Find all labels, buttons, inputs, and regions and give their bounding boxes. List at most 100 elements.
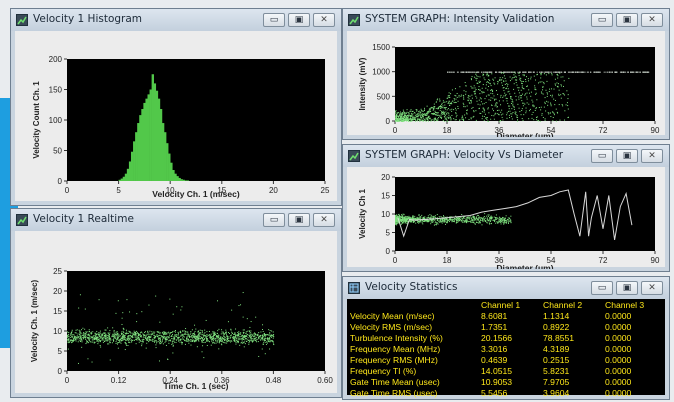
realtime-window[interactable]: Velocity 1 Realtime ▭ ▣ ✕ 0 0.12 0.24 0.36 0…: [10, 208, 342, 398]
data-point: [409, 115, 411, 117]
data-point: [476, 216, 478, 218]
column-header: [347, 299, 479, 310]
histogram-bar: [118, 179, 121, 181]
data-point: [458, 94, 460, 96]
close-button[interactable]: ✕: [641, 13, 663, 27]
minimize-button[interactable]: ▭: [591, 281, 613, 295]
data-point: [200, 340, 202, 342]
data-point: [118, 334, 120, 336]
data-point: [266, 334, 268, 336]
data-point: [451, 71, 453, 73]
maximize-button[interactable]: ▣: [288, 13, 310, 27]
data-point: [465, 221, 467, 223]
histogram-window-titlebar[interactable]: Velocity 1 Histogram ▭ ▣ ✕: [11, 9, 341, 31]
data-point: [407, 119, 409, 121]
data-point: [204, 332, 206, 334]
data-point: [86, 332, 88, 334]
statistics-window[interactable]: Velocity Statistics ▭ ▣ ✕ Channel 1 Chan…: [342, 276, 670, 400]
data-point: [483, 103, 485, 105]
maximize-button[interactable]: ▣: [616, 149, 638, 163]
data-point: [430, 214, 432, 216]
data-point: [405, 115, 407, 117]
realtime-window-titlebar[interactable]: Velocity 1 Realtime ▭ ▣ ✕: [11, 209, 341, 231]
minimize-button[interactable]: ▭: [591, 149, 613, 163]
statistics-window-titlebar[interactable]: Velocity Statistics ▭ ▣ ✕: [343, 277, 669, 299]
data-point: [141, 345, 143, 347]
row-label: Frequency TI (%): [350, 365, 417, 376]
data-point: [463, 71, 465, 73]
data-point: [258, 355, 260, 357]
data-point: [472, 221, 474, 223]
close-button[interactable]: ✕: [313, 13, 335, 27]
data-point: [560, 85, 562, 87]
data-point: [488, 99, 490, 101]
data-point: [456, 219, 458, 221]
velocity-diameter-window[interactable]: SYSTEM GRAPH: Velocity Vs Diameter ▭ ▣ ✕…: [342, 144, 670, 272]
data-point: [438, 106, 440, 108]
maximize-button[interactable]: ▣: [616, 13, 638, 27]
data-point: [451, 89, 453, 91]
data-point: [88, 342, 90, 344]
close-button[interactable]: ✕: [641, 281, 663, 295]
data-point: [97, 339, 99, 341]
data-point: [532, 111, 534, 113]
minimize-button[interactable]: ▭: [263, 213, 285, 227]
minimize-button[interactable]: ▭: [591, 13, 613, 27]
data-point: [558, 95, 560, 97]
data-point: [430, 219, 432, 221]
data-point: [236, 334, 238, 336]
data-point: [508, 220, 510, 222]
data-point: [426, 105, 428, 107]
data-point: [129, 337, 131, 339]
minimize-button[interactable]: ▭: [263, 13, 285, 27]
intensity-window[interactable]: SYSTEM GRAPH: Intensity Validation ▭ ▣ ✕…: [342, 8, 670, 140]
data-point: [199, 333, 201, 335]
data-point: [483, 73, 485, 75]
data-point: [538, 120, 540, 122]
histogram-bar: [153, 83, 157, 181]
intensity-window-titlebar[interactable]: SYSTEM GRAPH: Intensity Validation ▭ ▣ ✕: [343, 9, 669, 31]
data-point: [473, 110, 475, 112]
data-point: [89, 337, 91, 339]
data-point: [130, 332, 132, 334]
data-point: [457, 221, 459, 223]
data-point: [193, 332, 195, 334]
data-point: [113, 332, 115, 334]
data-point: [518, 75, 520, 77]
data-point: [486, 71, 488, 73]
maximize-button[interactable]: ▣: [288, 213, 310, 227]
data-point: [502, 219, 504, 221]
data-point: [190, 332, 192, 334]
data-point: [249, 336, 251, 338]
data-point: [481, 218, 483, 220]
data-point: [508, 217, 510, 219]
data-point: [581, 71, 583, 73]
data-point: [80, 340, 82, 342]
data-point: [455, 112, 457, 114]
data-point: [511, 78, 513, 80]
data-point: [503, 72, 505, 74]
maximize-button[interactable]: ▣: [616, 281, 638, 295]
data-point: [405, 218, 407, 220]
data-point: [195, 340, 197, 342]
data-point: [240, 304, 242, 306]
data-point: [471, 218, 473, 220]
data-point: [485, 117, 487, 119]
histogram-bar: [143, 102, 146, 181]
data-point: [509, 76, 511, 78]
data-point: [535, 107, 537, 109]
data-point: [584, 71, 586, 73]
data-point: [486, 218, 488, 220]
data-point: [503, 218, 505, 220]
histogram-window[interactable]: Velocity 1 Histogram ▭ ▣ ✕ 0 5 10 15 20 25 0 50…: [10, 8, 342, 206]
data-point: [395, 118, 397, 120]
data-point: [499, 219, 501, 221]
data-point: [114, 336, 116, 338]
close-button[interactable]: ✕: [313, 213, 335, 227]
velocity-diameter-window-titlebar[interactable]: SYSTEM GRAPH: Velocity Vs Diameter ▭ ▣ ✕: [343, 145, 669, 167]
data-point: [411, 111, 413, 113]
data-point: [272, 331, 274, 333]
close-button[interactable]: ✕: [641, 149, 663, 163]
data-point: [234, 340, 236, 342]
data-point: [567, 94, 569, 96]
